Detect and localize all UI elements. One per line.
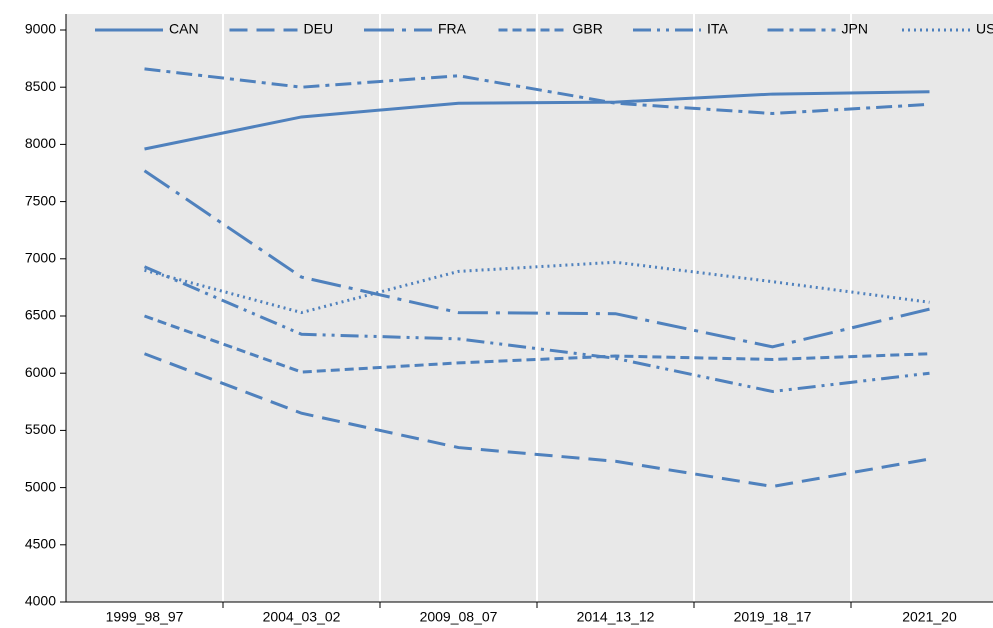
y-tick-label: 8000 [25, 135, 56, 151]
legend-label: ITA [707, 21, 728, 37]
y-tick-label: 6000 [25, 364, 56, 380]
series-line [143, 169, 930, 349]
x-tick-label: 1999_98_97 [106, 609, 184, 625]
legend-label: FRA [438, 21, 467, 37]
y-tick-label: 5000 [25, 478, 56, 494]
series-line [144, 90, 930, 151]
x-tick-label: 2004_03_02 [263, 609, 341, 625]
y-tick-label: 7500 [25, 192, 56, 208]
series-line [143, 265, 930, 394]
legend-label: CAN [169, 21, 199, 37]
y-tick-label: 5500 [25, 421, 56, 437]
plot-area [66, 14, 993, 602]
legend-label: JPN [842, 21, 868, 37]
y-tick-label: 4000 [25, 593, 56, 609]
x-tick-label: 2019_18_17 [734, 609, 812, 625]
series-line [143, 314, 930, 374]
series-line [144, 67, 930, 116]
y-tick-label: 6500 [25, 307, 56, 323]
x-tick-label: 2021_20 [902, 609, 957, 625]
y-tick-label: 7000 [25, 250, 56, 266]
y-tick-label: 4500 [25, 536, 56, 552]
y-tick-label: 8500 [25, 78, 56, 94]
x-tick-label: 2014_13_12 [577, 609, 655, 625]
legend-label: USA [976, 21, 993, 37]
legend-label: DEU [304, 21, 334, 37]
y-tick-label: 9000 [25, 21, 56, 37]
legend-label: GBR [573, 21, 603, 37]
series-line [144, 260, 930, 315]
series-line [143, 352, 930, 488]
x-tick-label: 2009_08_07 [420, 609, 498, 625]
